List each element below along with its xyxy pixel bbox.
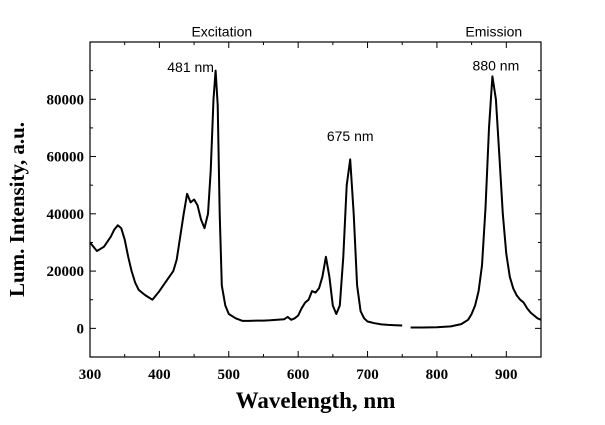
y-tick-label-0: 0	[77, 321, 85, 337]
axis-ticks	[89, 42, 541, 358]
axis-tick-labels: 300 400 500 600 700 800 900 0 20000 40000 60000 800…	[47, 92, 518, 383]
x-tick-label-400: 400	[148, 367, 171, 383]
y-tick-label-20000: 20000	[47, 264, 85, 280]
plot-frame	[89, 41, 542, 358]
annotation-1: Emission	[465, 23, 522, 39]
series-line-1	[410, 75, 542, 329]
x-tick-label-600: 600	[287, 367, 310, 383]
x-tick-label-500: 500	[218, 367, 241, 383]
series-line-0	[89, 69, 403, 327]
annotation-3: 675 nm	[327, 128, 374, 144]
y-tick-label-80000: 80000	[47, 92, 85, 108]
x-tick-label-700: 700	[356, 367, 379, 383]
x-tick-label-300: 300	[79, 367, 102, 383]
x-tick-label-900: 900	[495, 367, 518, 383]
y-tick-label-40000: 40000	[47, 207, 85, 223]
y-axis-label: Lum. Intensity, a.u.	[5, 122, 29, 297]
x-tick-label-800: 800	[426, 367, 449, 383]
y-tick-label-60000: 60000	[47, 150, 85, 166]
annotation-4: 880 nm	[473, 58, 520, 74]
annotation-2: 481 nm	[167, 59, 214, 75]
series-group	[89, 69, 542, 329]
annotations: Excitation Emission 481 nm 675 nm 880 nm	[167, 23, 522, 144]
annotation-0: Excitation	[191, 23, 252, 39]
x-axis-label: Wavelength, nm	[236, 388, 396, 413]
